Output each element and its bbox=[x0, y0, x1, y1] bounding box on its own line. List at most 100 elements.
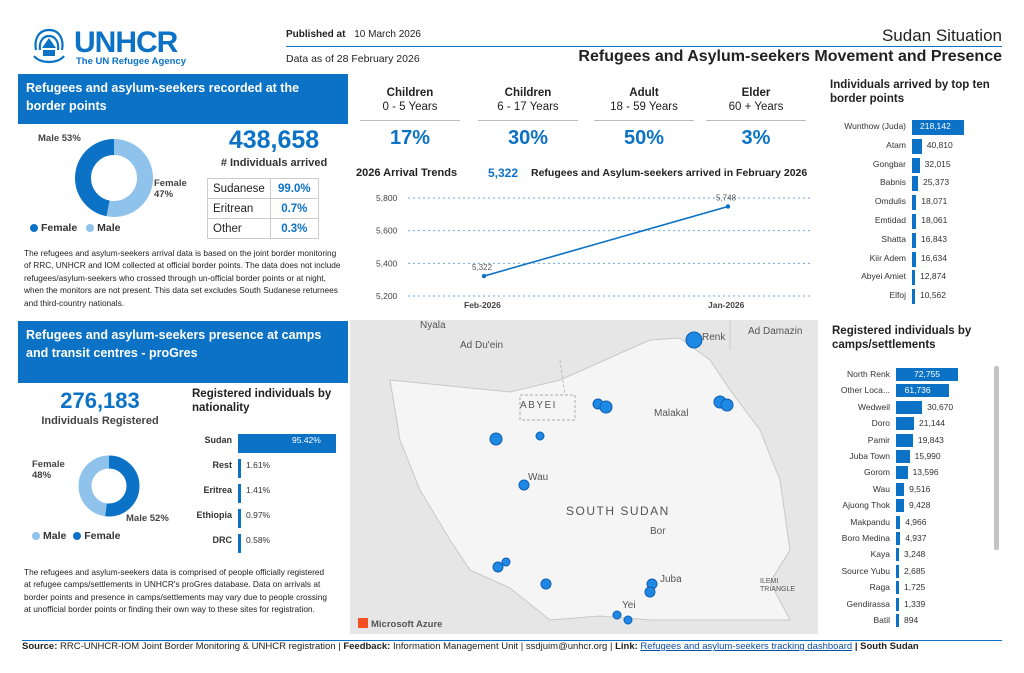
bar-value-label: 1,339 bbox=[904, 598, 926, 609]
map-place-label: ILEMI TRIANGLE bbox=[760, 578, 796, 593]
bar-value-label: 21,144 bbox=[919, 418, 946, 429]
camps-chart: North Renk72,755Other Loca...61,736Wedwe… bbox=[841, 368, 991, 630]
map-place-label: Malakal bbox=[654, 408, 689, 419]
logo-text: UNHCR bbox=[74, 26, 178, 59]
bar bbox=[912, 289, 915, 305]
legend-male: Male bbox=[97, 222, 121, 234]
feedback-label: Feedback: bbox=[343, 641, 391, 652]
top-border-title: Individuals arrived by top ten border po… bbox=[830, 79, 990, 105]
bar-value-label: 18,061 bbox=[921, 215, 948, 225]
bar-category-label: Boro Medina bbox=[841, 533, 890, 543]
map-location-marker[interactable] bbox=[492, 561, 504, 573]
map-location-marker[interactable] bbox=[489, 432, 503, 446]
bar bbox=[896, 581, 899, 595]
bar-value-label: 13,596 bbox=[912, 467, 939, 478]
nat-value: 0.3% bbox=[269, 218, 319, 239]
bar-category-label: Atam bbox=[886, 139, 906, 150]
bar bbox=[238, 509, 241, 528]
trend-point bbox=[725, 204, 731, 209]
bar-category-label: Gongbar bbox=[872, 158, 906, 169]
bar bbox=[896, 597, 899, 611]
bar-value-label: 12,874 bbox=[920, 271, 947, 282]
bar-category-label: Batil bbox=[873, 615, 890, 625]
map-canvas[interactable] bbox=[350, 320, 818, 634]
bar-category-label: Abyei Amiet bbox=[861, 271, 906, 282]
bar bbox=[238, 434, 336, 453]
bar-value-label: 30,670 bbox=[927, 401, 954, 412]
bar-category-label: Wunthow (Juda) bbox=[844, 121, 906, 131]
map-location-marker[interactable] bbox=[644, 586, 656, 598]
border-donut-female-label: Female 47% bbox=[154, 178, 187, 200]
map-place-label: Renk bbox=[702, 332, 726, 343]
map-location-marker[interactable] bbox=[623, 615, 633, 625]
bar-value-label: 32,015 bbox=[924, 158, 951, 169]
map-location-marker[interactable] bbox=[720, 398, 734, 412]
donut-female-slice bbox=[78, 455, 140, 517]
dashboard-link[interactable]: Refugees and asylum-seekers tracking das… bbox=[640, 641, 853, 652]
bar-value-label: 18,071 bbox=[921, 196, 948, 207]
age-kpi-range: 60 + Years bbox=[728, 101, 784, 113]
microsoft-logo-icon bbox=[358, 618, 368, 628]
male-legend-dot bbox=[86, 224, 95, 233]
bar bbox=[896, 368, 958, 381]
trend-highlight-value: 5,322 bbox=[488, 166, 519, 180]
map-place-label: Ad Du'ein bbox=[460, 340, 504, 351]
legend-female: Female bbox=[41, 222, 78, 234]
map-location-marker[interactable] bbox=[612, 610, 622, 620]
map-place-label: Bor bbox=[650, 526, 666, 537]
bar-value-label: 19,843 bbox=[917, 434, 944, 445]
presence-donut-legend: Male Female bbox=[32, 530, 120, 542]
bar-category-label: Gendirassa bbox=[846, 598, 890, 609]
age-kpi: Children 0 - 5 Years 17% bbox=[360, 86, 460, 150]
map-location-marker[interactable] bbox=[540, 578, 552, 590]
bar bbox=[912, 270, 916, 286]
bar bbox=[912, 157, 920, 173]
presence-section-title: Refugees and asylum-seekers presence at … bbox=[18, 321, 348, 383]
map-place-label: SOUTH SUDAN bbox=[566, 504, 670, 518]
published-date: 10 March 2026 bbox=[354, 29, 421, 40]
bar bbox=[912, 176, 919, 192]
trend-point-label: 5,322 bbox=[472, 263, 493, 272]
map-place-label: Ad Damazin bbox=[748, 326, 803, 337]
map-location-marker[interactable] bbox=[535, 431, 545, 441]
map-location-marker[interactable] bbox=[501, 557, 511, 567]
feedback-text: Information Management Unit | ssdjuim@un… bbox=[392, 641, 613, 652]
presence-nat-title: Registered individuals by nationality bbox=[192, 388, 332, 414]
bar bbox=[896, 417, 915, 431]
x-tick-label: Feb-2026 bbox=[464, 300, 501, 310]
bar bbox=[896, 548, 899, 562]
camps-scrollbar[interactable] bbox=[994, 366, 999, 550]
age-kpi-value: 50% bbox=[623, 127, 665, 149]
female-legend-dot bbox=[73, 532, 82, 541]
bar-category-label: Source Yubu bbox=[841, 565, 890, 576]
arrival-trend-chart: 5,800 5,600 5,400 5,200 5,322 Feb-2026 5,748 Ja… bbox=[376, 193, 812, 310]
unhcr-emblem-icon bbox=[33, 28, 65, 64]
trend-line bbox=[483, 205, 729, 277]
situation-title: Sudan Situation bbox=[881, 26, 1002, 45]
bar-category-label: Ethiopia bbox=[196, 510, 233, 520]
map-place-label: Juba bbox=[660, 574, 682, 585]
bar-category-label: Elfoj bbox=[889, 290, 906, 301]
bar-value-label: 894 bbox=[904, 615, 919, 625]
map-location-marker[interactable] bbox=[599, 400, 613, 414]
refugee-map[interactable]: Nyala Ad Du'ein Ad Damazin Renk ABYEI Malakal… bbox=[350, 320, 818, 634]
bar-category-label: Omdulis bbox=[874, 196, 906, 207]
bar bbox=[912, 232, 916, 248]
presence-donut-male-label: Male 52% bbox=[126, 513, 169, 524]
bar-value-label: 1.61% bbox=[246, 460, 271, 470]
bar-category-label: Emtidad bbox=[874, 215, 906, 225]
presence-gender-donut bbox=[78, 455, 140, 517]
bar-value-label: 25,373 bbox=[923, 177, 950, 188]
map-location-marker[interactable] bbox=[518, 479, 530, 491]
border-note: The refugees and asylum-seekers arrival … bbox=[24, 248, 341, 308]
table-row: Other 0.3% bbox=[207, 218, 319, 239]
bar-category-label: Wau bbox=[872, 483, 890, 494]
bar-category-label: Kiir Adem bbox=[869, 252, 906, 263]
bar-value-label: 1,725 bbox=[904, 582, 926, 593]
bar bbox=[912, 251, 916, 267]
bar-value-label: 40,810 bbox=[926, 139, 953, 150]
data-as-of: Data as of 28 February 2026 bbox=[286, 53, 420, 65]
age-kpi-value: 17% bbox=[389, 127, 431, 149]
age-kpi-label: Adult bbox=[629, 87, 659, 99]
map-location-marker[interactable] bbox=[685, 331, 703, 349]
